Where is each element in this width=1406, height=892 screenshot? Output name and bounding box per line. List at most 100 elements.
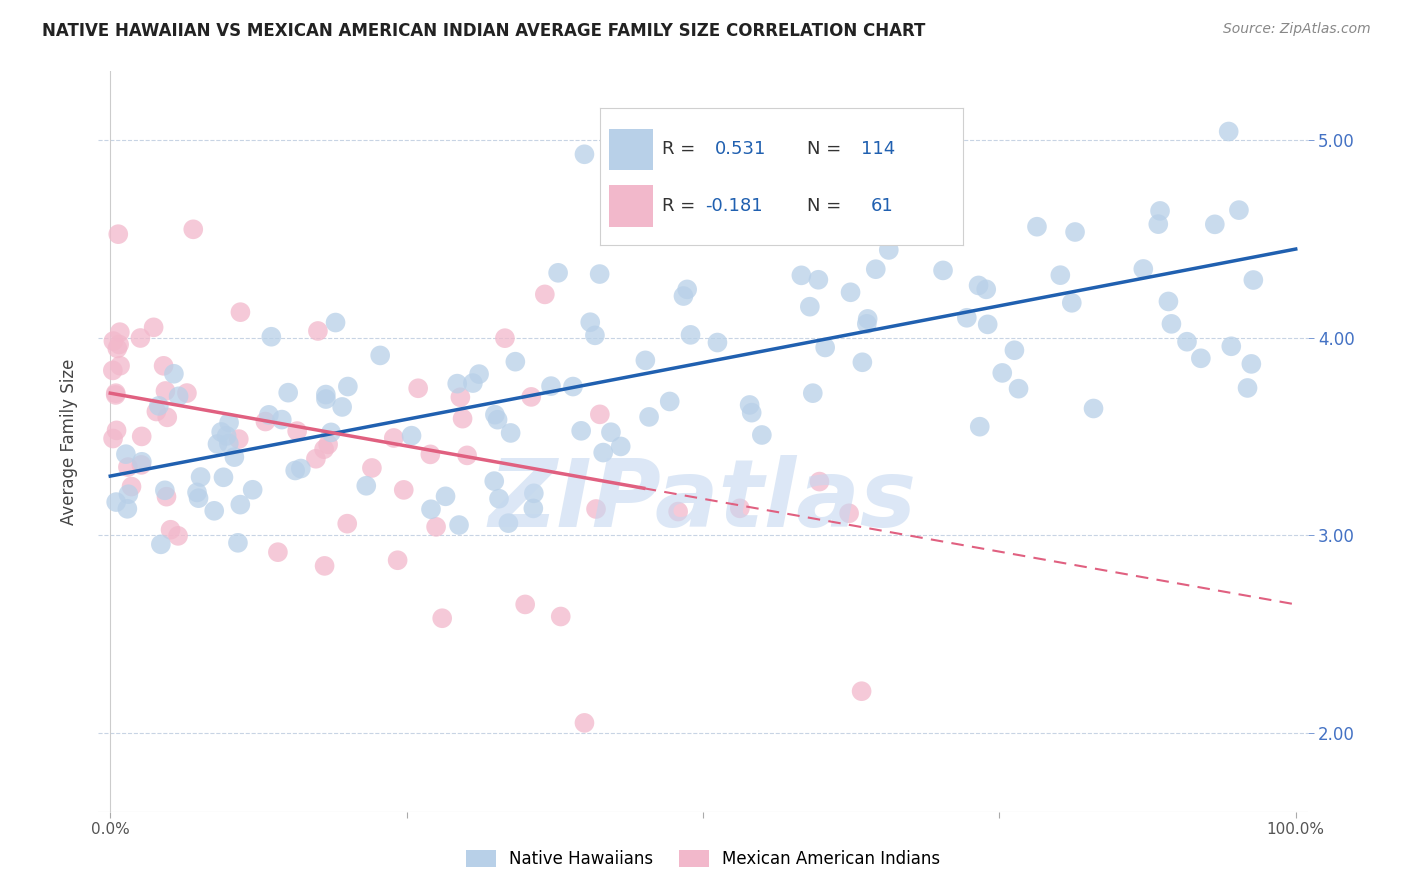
Point	[1175, 334, 1198, 349]
Point	[315, 392, 337, 406]
Point	[967, 278, 990, 293]
Point	[117, 460, 139, 475]
Legend: Native Hawaiians, Mexican American Indians: Native Hawaiians, Mexican American India…	[460, 843, 946, 875]
Point	[121, 480, 143, 494]
Point	[569, 424, 592, 438]
Point	[851, 684, 873, 698]
Point	[505, 354, 527, 368]
Point	[392, 483, 415, 497]
Point	[330, 400, 353, 414]
Point	[224, 450, 246, 464]
Point	[155, 490, 177, 504]
Point	[807, 273, 830, 287]
Point	[284, 463, 307, 477]
Point	[494, 331, 516, 345]
Point	[1220, 339, 1243, 353]
Point	[336, 379, 359, 393]
Point	[534, 287, 557, 301]
Point	[574, 147, 596, 161]
Point	[156, 410, 179, 425]
Point	[368, 348, 391, 362]
Point	[456, 449, 478, 463]
Point	[728, 501, 751, 516]
Point	[257, 408, 280, 422]
Point	[187, 491, 209, 505]
Point	[865, 262, 887, 277]
Point	[117, 501, 139, 516]
Y-axis label: Average Family Size: Average Family Size	[59, 359, 77, 524]
Point	[799, 300, 821, 314]
Point	[1160, 317, 1182, 331]
Point	[1157, 294, 1180, 309]
Point	[425, 520, 447, 534]
Point	[181, 222, 204, 236]
Point	[354, 479, 377, 493]
Point	[260, 329, 283, 343]
Point	[152, 359, 174, 373]
Point	[550, 609, 572, 624]
Point	[484, 408, 506, 422]
Point	[153, 483, 176, 498]
Point	[420, 502, 443, 516]
Point	[209, 425, 232, 439]
Point	[155, 384, 177, 398]
Point	[115, 447, 138, 461]
Point	[1064, 225, 1087, 239]
Point	[285, 424, 308, 438]
Point	[406, 381, 429, 395]
Point	[312, 442, 335, 457]
Point	[1240, 357, 1263, 371]
Point	[1204, 217, 1226, 231]
Point	[212, 470, 235, 484]
Point	[446, 376, 468, 391]
Point	[325, 316, 347, 330]
Point	[419, 447, 441, 461]
Point	[215, 429, 238, 443]
Point	[974, 282, 997, 296]
Point	[1060, 295, 1083, 310]
Point	[307, 324, 329, 338]
Point	[1236, 381, 1258, 395]
Point	[638, 409, 661, 424]
Point	[104, 386, 127, 401]
Point	[1241, 273, 1264, 287]
Point	[585, 502, 607, 516]
Point	[790, 268, 813, 283]
Point	[706, 335, 728, 350]
Point	[218, 436, 240, 450]
Point	[316, 437, 339, 451]
Point	[808, 475, 831, 489]
Point	[228, 432, 250, 446]
Point	[103, 334, 125, 348]
Point	[277, 385, 299, 400]
Point	[851, 355, 873, 369]
Point	[522, 501, 544, 516]
Point	[741, 406, 763, 420]
Point	[658, 394, 681, 409]
Point	[976, 318, 998, 332]
Point	[131, 458, 153, 472]
Text: Source: ZipAtlas.com: Source: ZipAtlas.com	[1223, 22, 1371, 37]
Point	[190, 470, 212, 484]
Point	[290, 461, 312, 475]
Point	[969, 419, 991, 434]
Point	[856, 311, 879, 326]
Point	[562, 379, 585, 393]
Point	[540, 379, 562, 393]
Point	[270, 412, 292, 426]
Point	[447, 518, 470, 533]
Point	[149, 537, 172, 551]
Point	[877, 243, 900, 257]
Point	[520, 390, 543, 404]
Point	[486, 412, 509, 426]
Point	[186, 485, 208, 500]
Point	[588, 267, 610, 281]
Point	[129, 331, 152, 345]
Point	[991, 366, 1014, 380]
Point	[105, 342, 128, 356]
Point	[159, 523, 181, 537]
Point	[105, 423, 128, 437]
Point	[488, 491, 510, 506]
Point	[267, 545, 290, 559]
Point	[449, 390, 471, 404]
